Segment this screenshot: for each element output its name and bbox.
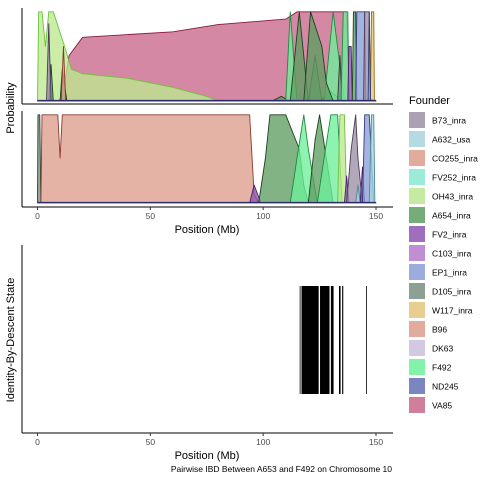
legend-swatch	[409, 283, 425, 299]
founder-legend: Founder B73_inra A632_usa CO255_inra FV252_…	[409, 95, 478, 413]
legend-label: ND245	[432, 382, 459, 392]
mid-x-ticks: 0 50 100 150	[35, 207, 383, 221]
bottom-area-series	[37, 114, 377, 204]
top-area-series	[37, 11, 377, 102]
ibd-segment	[330, 286, 334, 394]
legend-label: FV2_inra	[432, 230, 467, 240]
x-tick-label: 0	[35, 211, 40, 221]
legend-swatch	[409, 226, 425, 242]
ibd-segment	[320, 286, 330, 394]
legend-label: B96	[432, 325, 447, 335]
legend-swatch	[409, 169, 425, 185]
figure-caption: Pairwise IBD Between A653 and F492 on Ch…	[171, 464, 392, 474]
x-tick-label: 150	[369, 437, 383, 447]
x-tick-label: 50	[146, 211, 156, 221]
x-tick-label: 0	[35, 437, 40, 447]
ibd-state-panel: 0 50 100 150 Position (Mb) Identity-By-Desc…	[5, 245, 393, 462]
legend-swatch	[409, 378, 425, 394]
x-tick-label: 100	[256, 211, 270, 221]
ibd-segments	[299, 286, 367, 394]
ibd-y-axis-title: Identity-By-Descent State	[5, 278, 17, 403]
legend-swatch	[409, 264, 425, 280]
legend-label: EP1_inra	[432, 268, 467, 278]
legend-title: Founder	[409, 95, 450, 107]
legend-entries: B73_inra A632_usa CO255_inra FV252_inra OH43…	[409, 112, 478, 413]
legend-label: F492	[432, 363, 452, 373]
ibd-segment	[301, 286, 319, 394]
legend-label: A654_inra	[432, 211, 471, 221]
legend-swatch	[409, 359, 425, 375]
legend-label: D105_inra	[432, 287, 471, 297]
ibd-segment	[338, 286, 341, 394]
ibd-segment	[366, 286, 367, 394]
x-tick-label: 150	[369, 211, 383, 221]
legend-label: OH43_inra	[432, 192, 473, 202]
legend-swatch	[409, 112, 425, 128]
x-tick-label: 50	[146, 437, 156, 447]
mid-x-axis-title: Position (Mb)	[175, 224, 240, 236]
legend-label: C103_inra	[432, 249, 471, 259]
x-tick-label: 100	[256, 437, 270, 447]
legend-swatch	[409, 188, 425, 204]
legend-label: VA85	[432, 401, 452, 411]
legend-swatch	[409, 397, 425, 413]
legend-label: A632_usa	[432, 135, 471, 145]
legend-label: B73_inra	[432, 116, 466, 126]
legend-label: CO255_inra	[432, 154, 478, 164]
ibd-x-axis-title: Position (Mb)	[175, 450, 240, 462]
legend-swatch	[409, 131, 425, 147]
ibd-x-ticks: 0 50 100 150	[35, 433, 383, 447]
legend-swatch	[409, 245, 425, 261]
area-oh43-inra	[37, 11, 377, 102]
probability-y-axis-title: Probability	[5, 82, 17, 134]
ibd-segment	[299, 286, 301, 394]
legend-swatch	[409, 340, 425, 356]
legend-label: DK63	[432, 344, 454, 354]
founder-probability-panel-bottom: 0 50 100 150 Position (Mb)	[21, 111, 393, 236]
legend-label: FV252_inra	[432, 173, 476, 183]
legend-swatch	[409, 150, 425, 166]
legend-swatch	[409, 302, 425, 318]
legend-label: W117_inra	[432, 306, 473, 316]
legend-swatch	[409, 207, 425, 223]
legend-swatch	[409, 321, 425, 337]
ibd-segment	[342, 286, 344, 394]
founder-probability-panel-top	[21, 8, 393, 105]
